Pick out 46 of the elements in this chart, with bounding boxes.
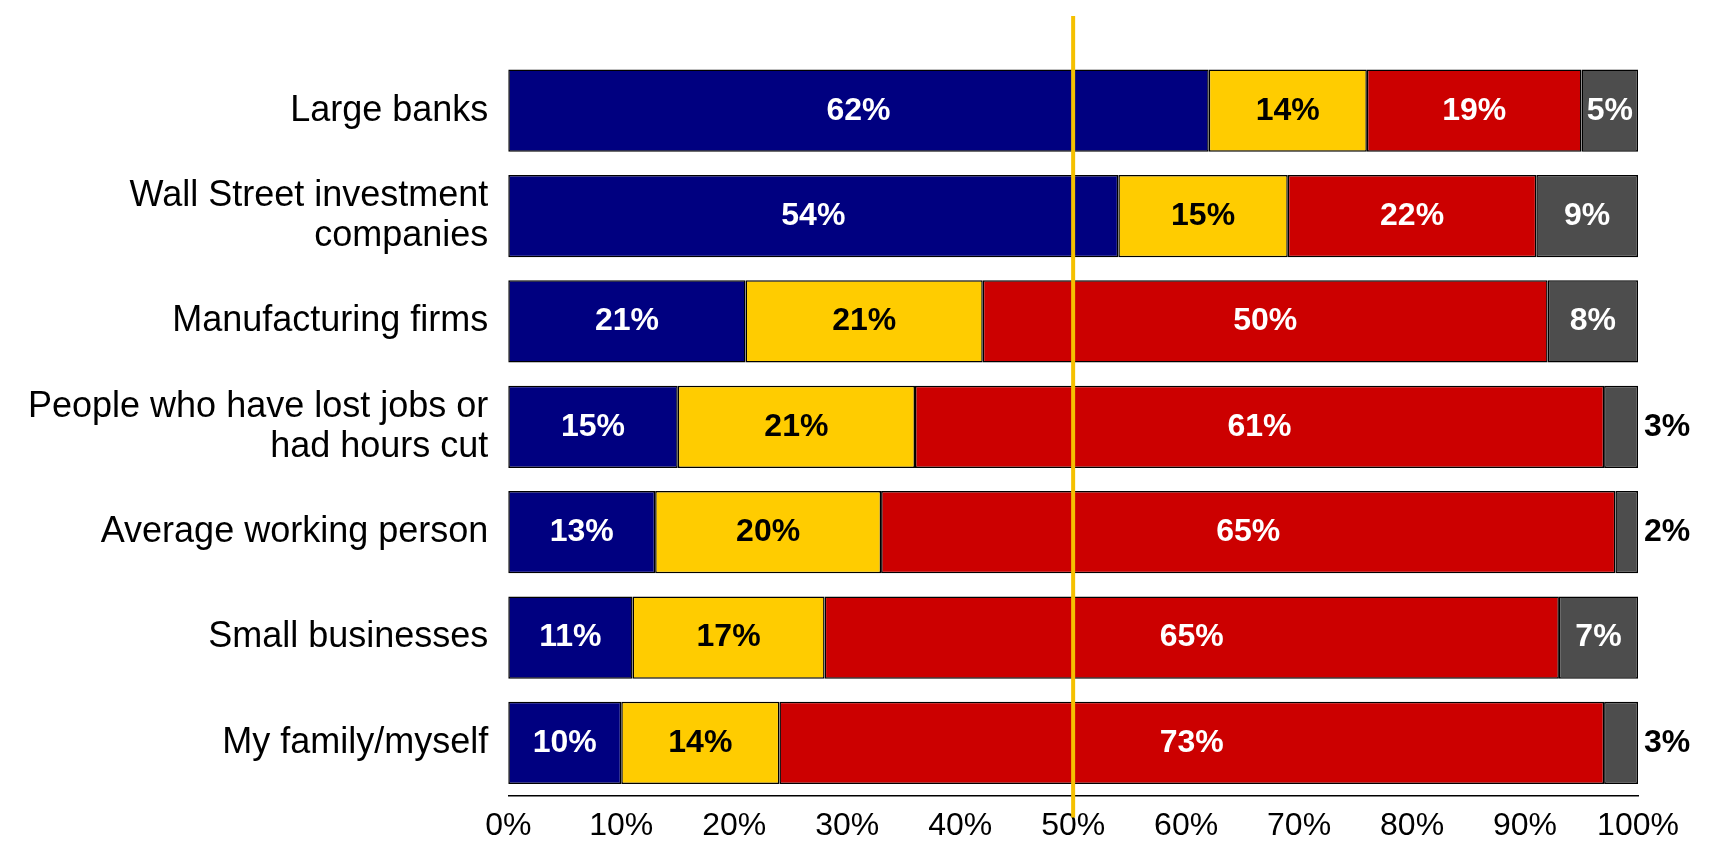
data-label: 21% xyxy=(594,301,659,338)
data-label: 65% xyxy=(1159,617,1224,654)
data-label: 7% xyxy=(1575,617,1622,654)
x-tick-label: 80% xyxy=(1380,805,1445,842)
x-tick-label: 10% xyxy=(589,805,654,842)
data-label: 50% xyxy=(1233,301,1298,338)
data-label: 11% xyxy=(539,617,602,654)
data-label: 14% xyxy=(668,722,733,759)
data-label: 9% xyxy=(1564,195,1611,232)
y-tick-label: Average working person xyxy=(100,509,489,551)
x-tick-label: 20% xyxy=(702,805,767,842)
data-label: 17% xyxy=(696,617,761,654)
y-tick-label: People who have lost jobs or had hours cut xyxy=(27,383,489,465)
data-label: 21% xyxy=(832,301,897,338)
data-label: 14% xyxy=(1255,90,1320,127)
data-label: 19% xyxy=(1442,90,1507,127)
y-tick-label: Large banks xyxy=(290,87,489,129)
data-label: 65% xyxy=(1216,512,1281,548)
data-label: 5% xyxy=(1586,90,1633,127)
y-tick-label: Manufacturing firms xyxy=(172,298,489,340)
data-label: 2% xyxy=(1644,512,1691,548)
x-tick-label: 70% xyxy=(1267,805,1332,842)
y-tick-label: Wall Street investment companies xyxy=(129,173,489,254)
data-label: 13% xyxy=(549,512,614,548)
x-tick-label: 60% xyxy=(1154,805,1219,842)
y-tick-label: My family/myself xyxy=(222,719,490,761)
x-tick-label: 30% xyxy=(815,805,880,842)
data-label: 3% xyxy=(1644,406,1691,443)
data-label: 62% xyxy=(826,90,891,127)
data-label: 22% xyxy=(1380,195,1445,232)
data-label: 15% xyxy=(1171,195,1236,232)
x-tick-label: 50% xyxy=(1041,805,1106,842)
x-tick-label: 0% xyxy=(485,805,532,842)
data-label: 61% xyxy=(1227,406,1292,443)
data-label: 54% xyxy=(781,195,846,232)
data-label: 15% xyxy=(560,406,626,443)
y-tick-label: Small businesses xyxy=(208,614,489,656)
data-label: 73% xyxy=(1159,722,1224,759)
x-tick-label: 100% xyxy=(1597,805,1679,842)
x-tick-label: 90% xyxy=(1493,805,1558,842)
data-label: 3% xyxy=(1644,722,1691,759)
x-tick-label: 40% xyxy=(928,805,993,842)
data-label: 8% xyxy=(1569,301,1616,338)
data-label: 21% xyxy=(764,406,829,443)
data-label: 20% xyxy=(736,512,801,548)
data-label: 10% xyxy=(532,722,597,759)
